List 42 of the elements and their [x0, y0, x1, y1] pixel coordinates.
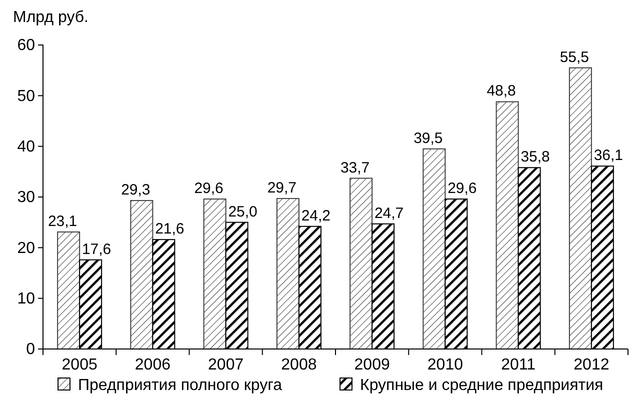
- y-tick-label: 30: [17, 189, 36, 206]
- x-tick-label: 2008: [281, 356, 317, 374]
- bar: [203, 198, 226, 350]
- data-label: 35,8: [520, 148, 550, 166]
- data-label: 25,0: [228, 203, 258, 220]
- bar: [276, 198, 300, 350]
- data-label: 48,8: [486, 82, 516, 100]
- x-tick-label: 2011: [501, 356, 536, 374]
- data-label: 29,6: [448, 180, 477, 198]
- data-label: 23,1: [48, 212, 78, 230]
- x-tick-label: 2010: [427, 356, 464, 374]
- data-label: 21,6: [155, 220, 184, 238]
- data-label: 55,5: [560, 48, 590, 66]
- data-label: 36,1: [594, 147, 624, 164]
- data-label: 29,7: [267, 180, 297, 197]
- legend-label: Предприятия полного круга: [78, 377, 282, 394]
- y-tick-label: 40: [17, 138, 36, 156]
- bar: [130, 200, 154, 350]
- y-tick-label: 10: [17, 290, 36, 308]
- bar: [57, 231, 80, 350]
- y-tick-label: 20: [17, 240, 36, 257]
- data-label: 33,7: [340, 159, 370, 176]
- legend-label: Крупные и средние предприятия: [360, 377, 604, 394]
- x-tick-label: 2006: [134, 356, 171, 374]
- data-label: 29,6: [194, 180, 224, 198]
- y-axis-title: Млрд руб.: [13, 9, 88, 26]
- x-tick-label: 2007: [208, 356, 244, 374]
- x-tick-label: 2009: [354, 356, 390, 374]
- y-tick-label: 50: [17, 88, 36, 105]
- bar: [422, 148, 446, 350]
- data-label: 29,3: [121, 182, 150, 199]
- x-tick-label: 2005: [62, 356, 98, 374]
- x-tick-label: 2012: [574, 356, 610, 374]
- bar: [568, 67, 592, 350]
- bar: [350, 178, 373, 350]
- bar: [496, 101, 519, 350]
- data-label: 24,2: [301, 207, 331, 224]
- data-label: 39,5: [414, 130, 443, 147]
- y-tick-label: 60: [17, 37, 36, 54]
- y-tick-label: 0: [26, 341, 36, 358]
- data-label: 24,7: [374, 204, 404, 222]
- data-label: 17,6: [82, 240, 112, 258]
